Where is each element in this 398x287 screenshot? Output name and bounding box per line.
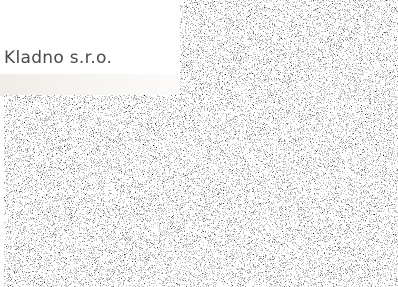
- shadow-smear: [0, 74, 182, 96]
- noise-top-right: [180, 0, 398, 98]
- company-label: Kladno s.r.o.: [4, 48, 112, 68]
- screenshot: Kladno s.r.o.: [0, 0, 398, 287]
- noise-layer: [0, 0, 398, 287]
- noise-bottom: [4, 95, 398, 287]
